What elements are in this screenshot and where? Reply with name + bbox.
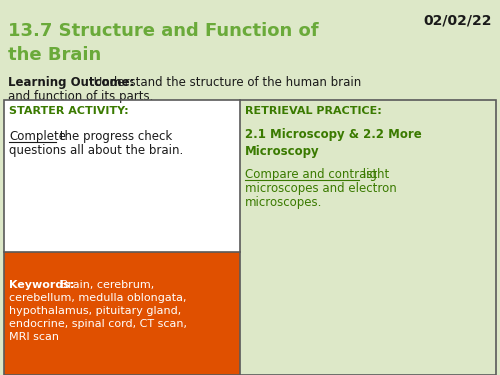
Text: STARTER ACTIVITY:: STARTER ACTIVITY: [9,106,128,116]
Text: RETRIEVAL PRACTICE:: RETRIEVAL PRACTICE: [245,106,382,116]
Text: Brain, cerebrum,: Brain, cerebrum, [57,280,154,290]
Text: cerebellum, medulla oblongata,: cerebellum, medulla oblongata, [9,293,186,303]
Text: Understand the structure of the human brain: Understand the structure of the human br… [90,76,361,89]
Text: Keywords:: Keywords: [9,280,74,290]
Text: 13.7 Structure and Function of: 13.7 Structure and Function of [8,22,318,40]
Text: microscopes.: microscopes. [245,196,322,209]
Text: the progress check: the progress check [56,130,172,143]
Text: 2.1 Microscopy & 2.2 More
Microscopy: 2.1 Microscopy & 2.2 More Microscopy [245,128,422,158]
Text: Complete: Complete [9,130,66,143]
Text: endocrine, spinal cord, CT scan,: endocrine, spinal cord, CT scan, [9,319,187,329]
Text: 02/02/22: 02/02/22 [424,14,492,28]
Text: Compare and contrast: Compare and contrast [245,168,378,181]
Text: Learning Outcome:: Learning Outcome: [8,76,134,89]
Bar [4,100,496,375]
Text: microscopes and electron: microscopes and electron [245,182,397,195]
Text: the Brain: the Brain [8,46,101,64]
Text: questions all about the brain.: questions all about the brain. [9,144,183,157]
Bar [4,252,240,375]
Bar [4,100,240,252]
Text: and function of its parts.: and function of its parts. [8,90,154,103]
Text: MRI scan: MRI scan [9,332,59,342]
Bar [240,100,496,375]
Text: hypothalamus, pituitary gland,: hypothalamus, pituitary gland, [9,306,181,316]
Text: light: light [359,168,389,181]
